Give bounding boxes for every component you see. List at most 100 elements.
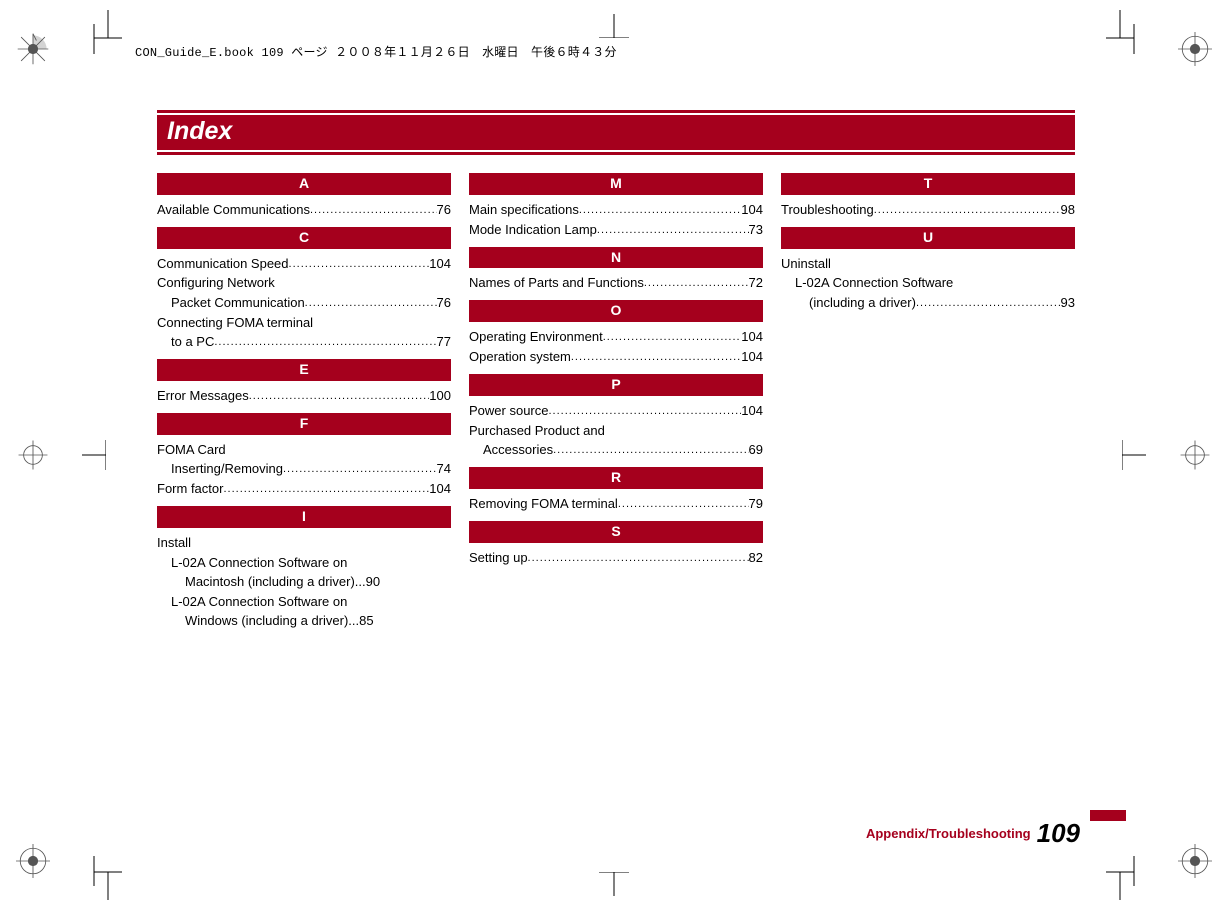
index-columns: A Available Communications76 C Communicatio… [157, 173, 1075, 632]
index-letter-head: F [157, 413, 451, 435]
index-entry-page: 79 [749, 495, 763, 513]
index-entry-page: 69 [749, 441, 763, 459]
index-entry: (including a driver) 93 [781, 294, 1075, 312]
index-letter-head: U [781, 227, 1075, 249]
index-entry: Setting up 82 [469, 549, 763, 567]
index-leader-dots [223, 480, 429, 498]
index-letter-head: C [157, 227, 451, 249]
index-title: Index [167, 117, 232, 145]
index-entry: Inserting/Removing74 [157, 460, 451, 478]
index-entry: Macintosh (including a driver)...90 [157, 573, 451, 591]
index-leader-dots [571, 348, 741, 366]
index-letter-head: T [781, 173, 1075, 195]
index-entry-page: 72 [749, 274, 763, 292]
crop-mark-icon [1106, 10, 1150, 54]
registration-mark-icon [16, 844, 50, 878]
index-entry-text: Accessories [483, 441, 553, 459]
index-leader-dots: ... [355, 573, 366, 591]
index-entry-text: Main specifications [469, 201, 579, 219]
index-leader-dots [618, 495, 749, 513]
registration-mark-icon [1178, 438, 1212, 472]
index-entry-text: Operation system [469, 348, 571, 366]
index-entry-text: Form factor [157, 480, 223, 498]
index-entry-page: 74 [437, 460, 451, 478]
index-entry-page: 82 [749, 549, 763, 567]
index-entry: Error Messages 100 [157, 387, 451, 405]
index-entry: Mode Indication Lamp73 [469, 221, 763, 239]
index-entry: L-02A Connection Software on [157, 593, 451, 611]
index-entry-text: Operating Environment [469, 328, 603, 346]
index-entry-text: Error Messages [157, 387, 249, 405]
index-entry: Available Communications76 [157, 201, 451, 219]
index-entry-text: to a PC [171, 333, 214, 351]
crop-tick-icon [82, 440, 106, 470]
index-entry-page: 104 [429, 255, 451, 273]
index-entry-text: Macintosh (including a driver) [185, 573, 355, 591]
index-leader-dots [548, 402, 741, 420]
index-letter-head: I [157, 506, 451, 528]
index-entry: Windows (including a driver)...85 [157, 612, 451, 630]
crop-mark-icon [78, 10, 122, 54]
index-entry-page: 85 [359, 612, 373, 630]
index-entry: Accessories 69 [469, 441, 763, 459]
page-footer: Appendix/Troubleshooting 109 [866, 818, 1080, 849]
index-entry-text: Uninstall [781, 255, 831, 273]
page-slug: CON_Guide_E.book 109 ページ ２００８年１１月２６日 水曜日… [135, 43, 617, 60]
index-entry-text: Windows (including a driver) [185, 612, 348, 630]
index-entry-text: Removing FOMA terminal [469, 495, 618, 513]
index-leader-dots [597, 221, 749, 239]
index-entry-page: 90 [366, 573, 380, 591]
index-entry: Names of Parts and Functions 72 [469, 274, 763, 292]
index-entry-text: L-02A Connection Software on [171, 593, 347, 611]
index-entry-page: 104 [741, 201, 763, 219]
index-entry: Communication Speed 104 [157, 255, 451, 273]
index-entry-text: Communication Speed [157, 255, 289, 273]
index-leader-dots [874, 201, 1061, 219]
index-letter-head: S [469, 521, 763, 543]
index-entry-page: 100 [429, 387, 451, 405]
crop-mark-icon [1106, 856, 1150, 900]
index-entry-text: Purchased Product and [469, 422, 605, 440]
index-entry: Main specifications 104 [469, 201, 763, 219]
index-entry-text: Packet Communication [171, 294, 305, 312]
crop-mark-icon [78, 856, 122, 900]
index-leader-dots: ... [348, 612, 359, 630]
index-entry: Connecting FOMA terminal [157, 314, 451, 332]
index-leader-dots [579, 201, 741, 219]
index-entry-page: 77 [437, 333, 451, 351]
index-entry-text: (including a driver) [809, 294, 916, 312]
registration-mark-icon [16, 438, 50, 472]
index-entry-page: 93 [1061, 294, 1075, 312]
index-entry-text: L-02A Connection Software [795, 274, 953, 292]
index-entry-text: Setting up [469, 549, 528, 567]
index-entry-page: 76 [437, 294, 451, 312]
index-title-bar: Index [157, 110, 1075, 155]
index-entry-text: L-02A Connection Software on [171, 554, 347, 572]
index-entry: Uninstall [781, 255, 1075, 273]
index-entry-page: 98 [1061, 201, 1075, 219]
index-entry-text: FOMA Card [157, 441, 226, 459]
footer-tab [1090, 810, 1126, 821]
index-letter-head: M [469, 173, 763, 195]
registration-mark-icon [1178, 32, 1212, 66]
index-leader-dots [644, 274, 749, 292]
index-leader-dots [283, 460, 437, 478]
index-leader-dots [310, 201, 437, 219]
index-entry: Removing FOMA terminal 79 [469, 495, 763, 513]
index-entry-text: Troubleshooting [781, 201, 874, 219]
index-entry: Install [157, 534, 451, 552]
index-entry: Purchased Product and [469, 422, 763, 440]
index-entry: Power source104 [469, 402, 763, 420]
index-letter-head: A [157, 173, 451, 195]
index-entry-text: Mode Indication Lamp [469, 221, 597, 239]
crop-tick-icon [599, 872, 629, 896]
index-leader-dots [289, 255, 430, 273]
index-entry-page: 104 [429, 480, 451, 498]
index-entry-text: Power source [469, 402, 548, 420]
index-entry-page: 104 [741, 328, 763, 346]
index-letter-head: N [469, 247, 763, 269]
index-letter-head: P [469, 374, 763, 396]
index-leader-dots [305, 294, 437, 312]
registration-mark-icon [16, 32, 50, 66]
index-entry-text: Names of Parts and Functions [469, 274, 644, 292]
